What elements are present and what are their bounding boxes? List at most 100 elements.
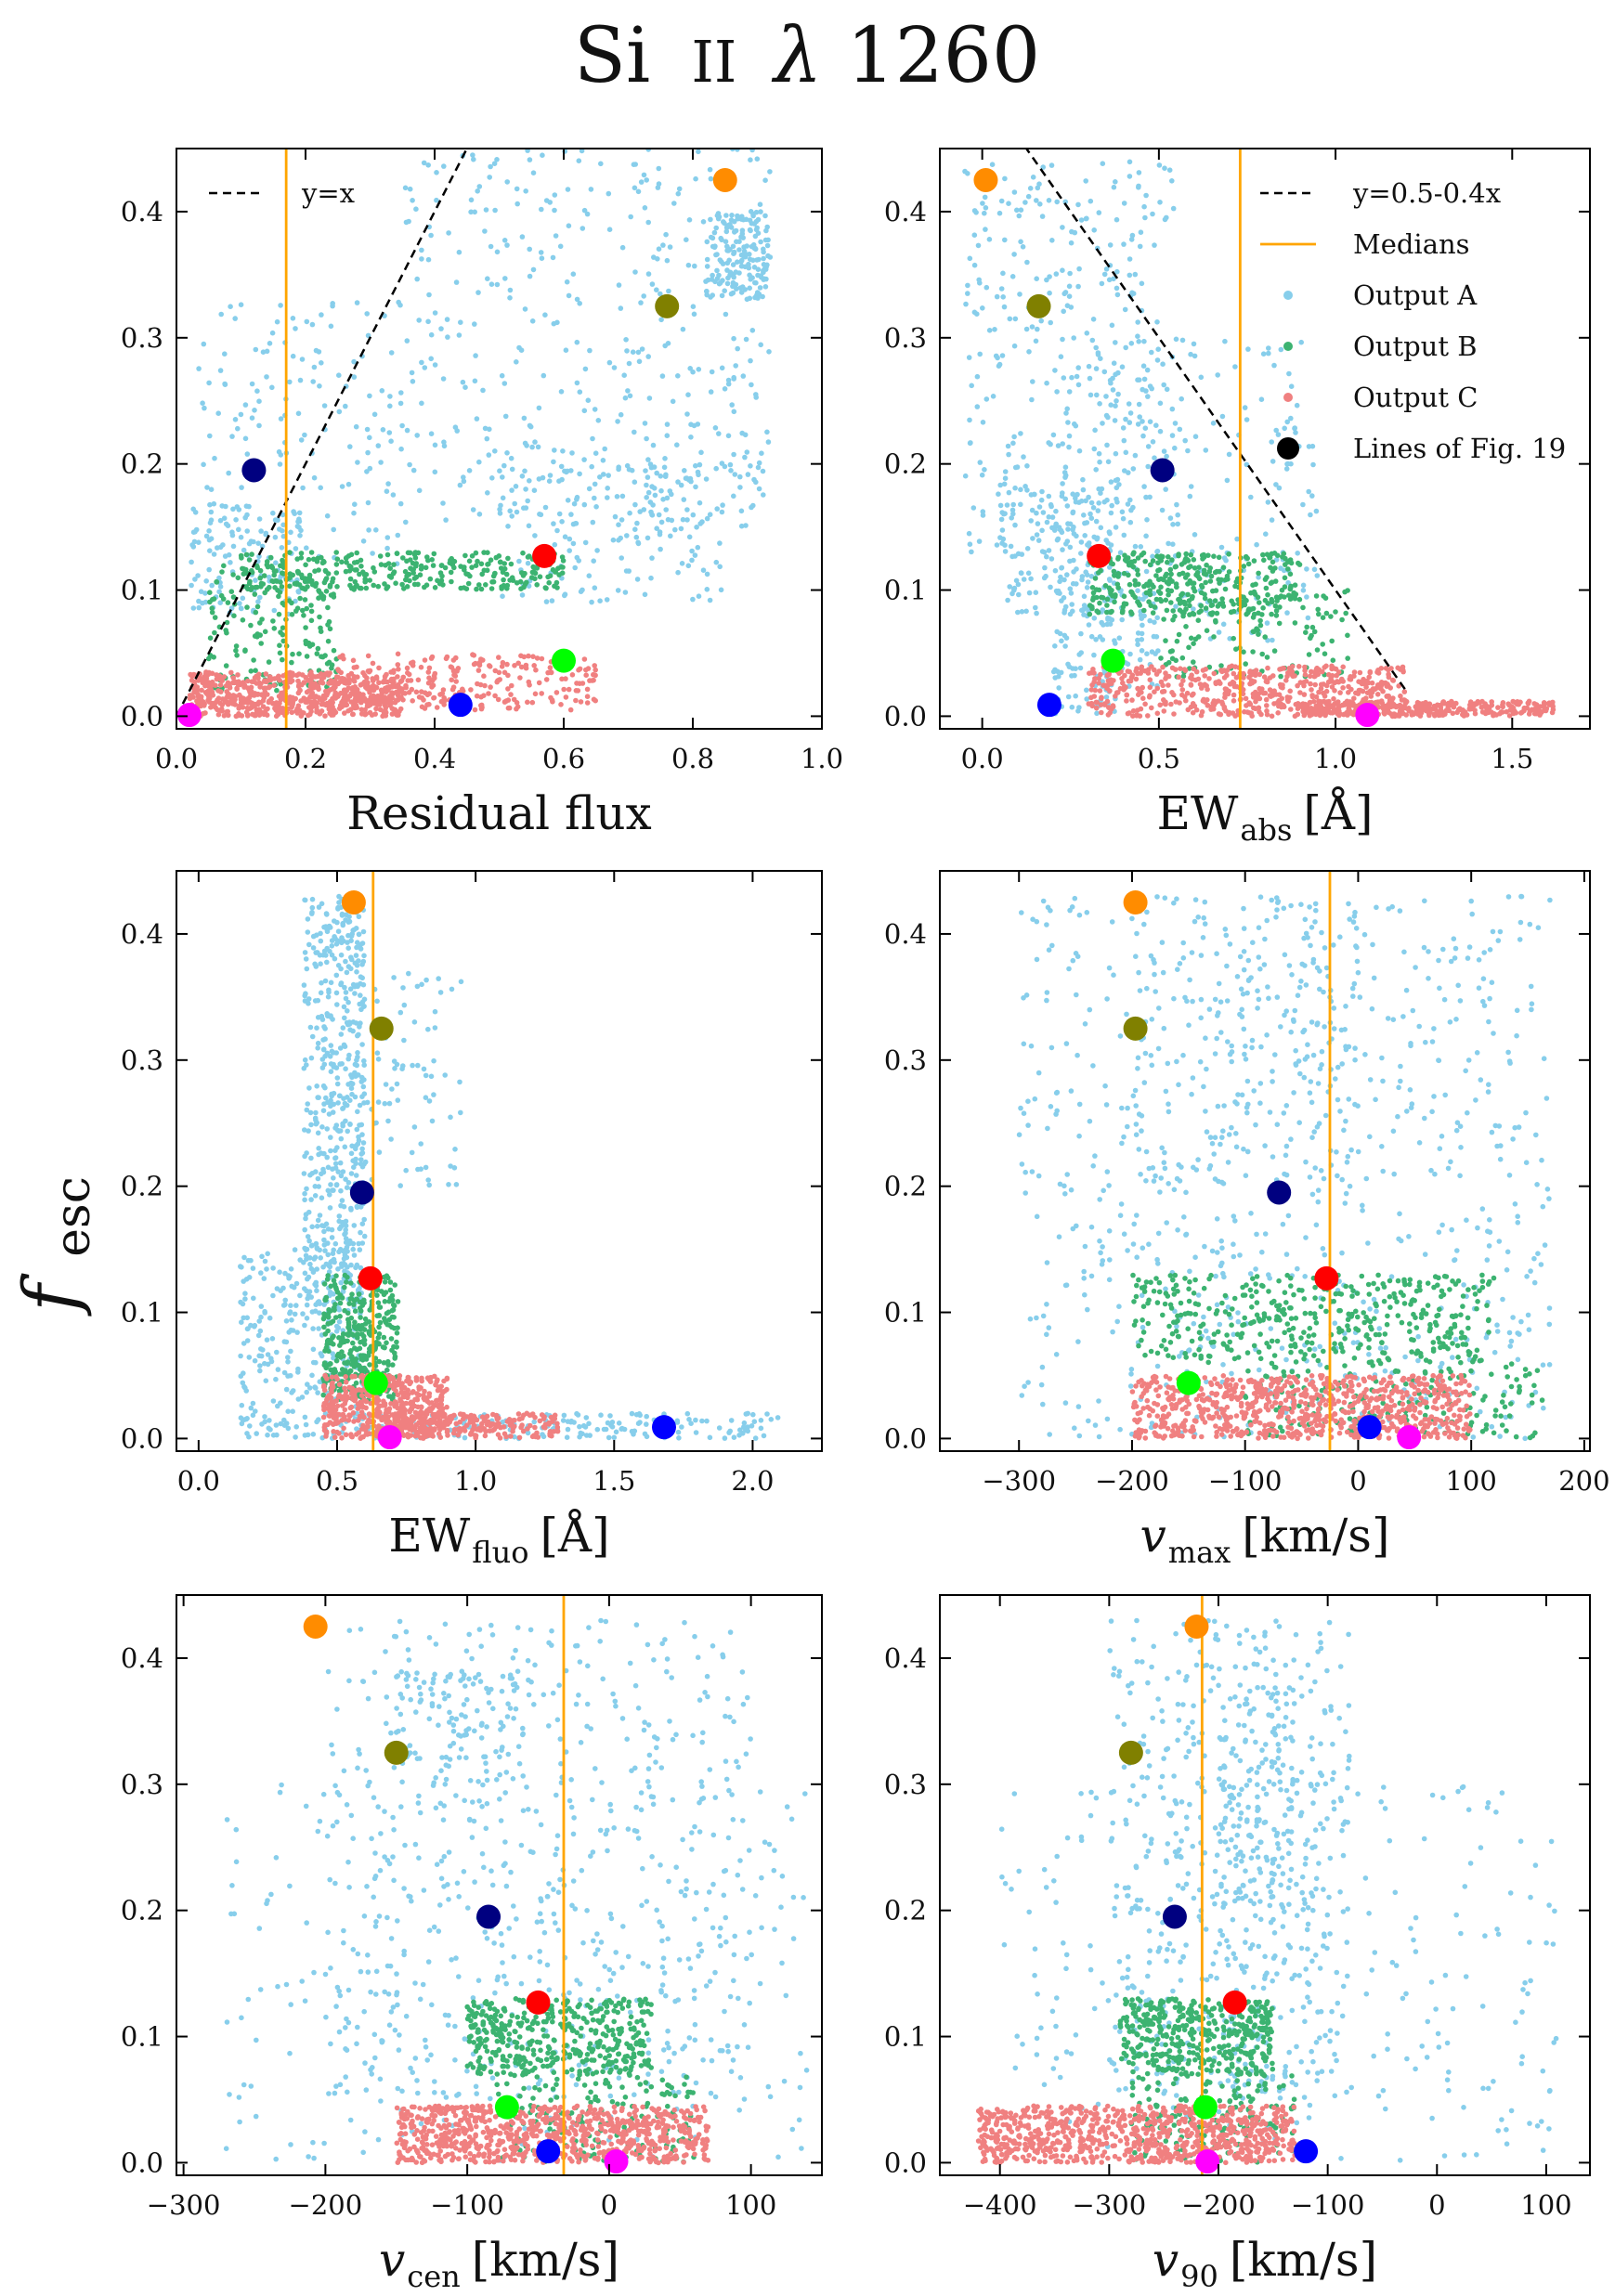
point-output-a bbox=[470, 507, 476, 512]
point-output-a bbox=[336, 409, 343, 415]
point-output-c bbox=[1122, 672, 1127, 679]
point-output-a bbox=[342, 1144, 348, 1150]
point-output-c bbox=[1133, 676, 1140, 682]
point-output-a bbox=[302, 998, 308, 1004]
point-output-a bbox=[736, 215, 742, 222]
point-output-a bbox=[569, 450, 575, 456]
point-output-b bbox=[274, 687, 280, 694]
point-output-a bbox=[734, 239, 739, 245]
point-output-a bbox=[731, 335, 736, 342]
point-output-c bbox=[1230, 679, 1236, 685]
point-output-a bbox=[1129, 232, 1136, 239]
point-output-c bbox=[453, 679, 460, 684]
point-output-c bbox=[1183, 697, 1189, 704]
point-output-a bbox=[480, 387, 486, 394]
point-output-a bbox=[1162, 216, 1168, 223]
point-output-b bbox=[1158, 598, 1165, 604]
point-output-a bbox=[582, 366, 589, 372]
point-output-a bbox=[486, 452, 492, 458]
point-output-b bbox=[206, 655, 212, 662]
point-output-a bbox=[1278, 346, 1284, 353]
point-output-a bbox=[761, 255, 766, 262]
point-output-c bbox=[509, 682, 514, 689]
point-output-a bbox=[713, 252, 719, 258]
point-output-c bbox=[449, 686, 456, 693]
point-output-a bbox=[1024, 487, 1030, 493]
point-output-a bbox=[551, 320, 557, 327]
point-output-c bbox=[1277, 667, 1283, 672]
point-output-a bbox=[1086, 363, 1092, 370]
point-output-a bbox=[306, 996, 312, 1002]
point-output-b bbox=[1268, 564, 1273, 571]
point-output-a bbox=[370, 551, 375, 556]
point-output-c bbox=[1399, 697, 1405, 703]
point-output-c bbox=[350, 657, 357, 664]
point-output-a bbox=[269, 384, 275, 391]
point-output-c bbox=[270, 701, 276, 707]
point-output-a bbox=[1270, 637, 1275, 643]
point-output-b bbox=[1269, 596, 1274, 603]
point-output-c bbox=[348, 699, 355, 705]
point-output-a bbox=[258, 528, 264, 534]
point-output-a bbox=[738, 508, 745, 514]
point-output-a bbox=[1037, 201, 1043, 207]
point-output-a bbox=[1022, 200, 1028, 205]
point-output-b bbox=[1146, 599, 1152, 604]
point-output-a bbox=[1030, 379, 1035, 384]
point-output-a bbox=[962, 473, 969, 479]
point-output-a bbox=[1012, 485, 1018, 491]
point-output-c bbox=[1161, 688, 1167, 694]
point-output-c bbox=[501, 699, 508, 705]
point-output-b bbox=[1292, 620, 1298, 626]
point-output-c bbox=[365, 680, 371, 685]
point-output-a bbox=[1067, 270, 1073, 277]
point-output-a bbox=[345, 999, 351, 1005]
point-output-c bbox=[1156, 668, 1162, 674]
point-output-a bbox=[1060, 481, 1065, 486]
point-output-c bbox=[534, 655, 541, 661]
point-output-b bbox=[1290, 592, 1296, 599]
point-output-c bbox=[1317, 708, 1322, 715]
point-output-a bbox=[662, 473, 669, 479]
point-output-b bbox=[1124, 558, 1129, 564]
point-output-a bbox=[600, 458, 606, 463]
point-output-b bbox=[1169, 557, 1175, 563]
point-output-a bbox=[713, 559, 720, 565]
point-output-a bbox=[675, 190, 682, 197]
point-output-a bbox=[999, 527, 1006, 533]
point-output-b bbox=[534, 582, 540, 588]
point-output-a bbox=[582, 539, 589, 546]
point-output-a bbox=[373, 527, 379, 533]
point-output-a bbox=[645, 354, 651, 359]
point-output-a bbox=[1078, 217, 1085, 223]
point-output-c bbox=[575, 688, 581, 694]
point-output-c bbox=[1097, 688, 1103, 694]
point-output-c bbox=[1396, 683, 1401, 689]
point-output-b bbox=[1217, 568, 1222, 575]
point-output-c bbox=[1166, 682, 1171, 688]
point-output-a bbox=[1128, 237, 1135, 242]
point-output-a bbox=[297, 533, 303, 538]
point-output-b bbox=[1177, 571, 1182, 577]
point-output-c bbox=[198, 702, 203, 707]
point-output-a bbox=[1030, 536, 1035, 541]
point-output-b bbox=[449, 578, 454, 585]
point-output-a bbox=[577, 301, 582, 306]
point-output-a bbox=[725, 377, 732, 383]
point-output-c bbox=[1439, 707, 1444, 713]
point-output-c bbox=[475, 681, 480, 687]
point-output-a bbox=[739, 257, 745, 264]
point-output-c bbox=[1231, 670, 1237, 677]
point-output-a bbox=[298, 437, 305, 443]
point-output-c bbox=[1375, 668, 1381, 673]
point-output-c bbox=[424, 702, 430, 707]
point-output-c bbox=[295, 690, 302, 696]
point-output-a bbox=[717, 540, 723, 546]
point-output-c bbox=[1145, 713, 1151, 719]
point-output-b bbox=[246, 580, 253, 587]
point-output-a bbox=[739, 284, 746, 290]
point-output-b bbox=[1306, 652, 1312, 657]
point-output-b bbox=[440, 582, 446, 588]
point-output-b bbox=[287, 583, 293, 590]
point-output-b bbox=[1135, 572, 1141, 577]
